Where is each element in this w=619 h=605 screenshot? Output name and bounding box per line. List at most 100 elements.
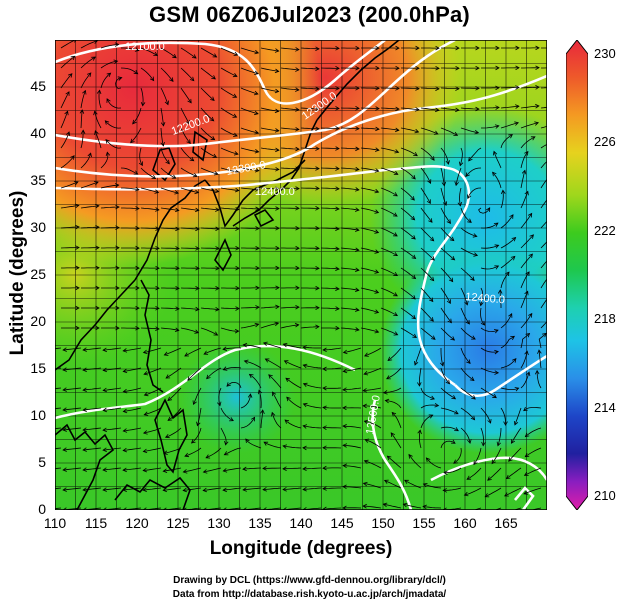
streamline-arrowhead [302,345,307,350]
streamline-arrowhead [174,327,180,332]
streamline [302,346,321,349]
streamline [400,207,415,221]
streamline-arrowhead [514,121,519,126]
streamline-arrowhead [411,274,417,280]
streamline-arrowhead [62,347,67,352]
streamline-arrowhead [122,467,127,473]
streamline-arrowhead [122,428,128,433]
streamline-arrowhead [422,483,428,488]
colorbar [566,40,588,510]
streamline [303,383,322,389]
streamline [320,247,340,250]
streamline [286,396,302,409]
streamline-arrowhead [442,201,448,206]
streamline-arrowhead [335,246,340,251]
streamline-arrowhead [463,491,469,497]
streamline-arrowhead [363,419,369,425]
streamline [320,227,340,230]
streamline-arrowhead [142,507,147,510]
streamline-arrowhead [264,358,270,363]
streamline [284,419,302,429]
streamline-arrowhead [465,172,470,178]
streamline-arrowhead [74,40,77,43]
streamline [414,347,422,366]
streamline-arrowhead [122,368,128,374]
streamline-arrowhead [175,306,180,311]
x-tick-label: 115 [84,515,108,531]
streamline-arrowhead [93,110,98,116]
streamline-arrowhead [411,254,417,260]
streamline [160,107,164,126]
streamline-arrowhead [232,72,238,78]
streamline [80,56,96,69]
streamline-arrowhead [454,427,459,432]
streamline-arrowhead [213,171,219,176]
streamline-arrowhead [133,69,139,75]
streamline-arrowhead [473,460,478,466]
streamline [320,127,339,129]
streamline [420,127,439,135]
streamline [500,271,510,289]
streamline [440,247,455,261]
streamline-arrowhead [213,331,219,336]
streamline [323,347,342,351]
streamline-arrowhead [282,342,288,348]
streamline [492,172,502,189]
streamline [240,47,259,54]
streamline-arrowhead [441,181,447,187]
streamline-arrowhead [355,45,360,51]
streamline [480,222,499,229]
streamline-arrowhead [450,439,456,444]
streamline [391,412,402,429]
streamline-arrowhead [492,150,498,156]
streamline [443,467,462,474]
streamline [285,377,302,389]
streamline-arrowhead [295,67,300,72]
streamline-arrowhead [151,174,157,180]
streamline [500,387,519,390]
contour-label: 12400.0 [255,186,295,198]
streamline-arrowhead [143,371,149,376]
streamline [160,87,169,105]
streamline [163,487,182,491]
streamline-arrowhead [275,167,280,172]
streamline-arrowhead [448,277,454,283]
streamline-arrowhead [302,486,307,492]
streamline [540,278,547,289]
streamline-arrowhead [492,393,497,399]
streamline-arrowhead [182,507,187,510]
streamline-arrowhead [209,116,215,122]
streamline [220,227,240,230]
streamline-arrowhead [443,470,448,475]
streamline-arrowhead [494,124,500,129]
streamline-arrowhead [271,411,276,417]
streamline-arrowhead [439,361,445,367]
streamline-arrowhead [322,385,327,391]
streamline-arrowhead [374,329,380,334]
streamline [364,347,382,357]
credit-line-1: Drawing by DCL (https://www.gfd-dennou.o… [173,575,446,586]
streamline-arrowhead [537,349,542,354]
streamline-arrowhead [411,295,416,300]
streamline [63,367,82,371]
streamline [460,267,475,281]
streamline [240,67,259,75]
streamline-arrowhead [474,129,480,135]
streamline-arrowhead [428,218,433,223]
streamline-arrowhead [187,376,192,381]
streamline [426,457,442,469]
streamline [540,320,547,329]
streamline [120,67,138,75]
colorbar-tick-label: 218 [594,311,616,327]
streamline [494,507,502,510]
streamline [240,207,260,210]
streamline [511,427,522,444]
streamline-arrowhead [203,350,209,355]
streamline [203,467,222,473]
streamline [160,187,179,194]
streamline-arrowhead [535,65,540,71]
streamline-arrowhead [242,342,248,348]
streamline [200,47,217,58]
x-tick-label: 135 [248,515,272,531]
streamline-arrowhead [194,207,200,213]
